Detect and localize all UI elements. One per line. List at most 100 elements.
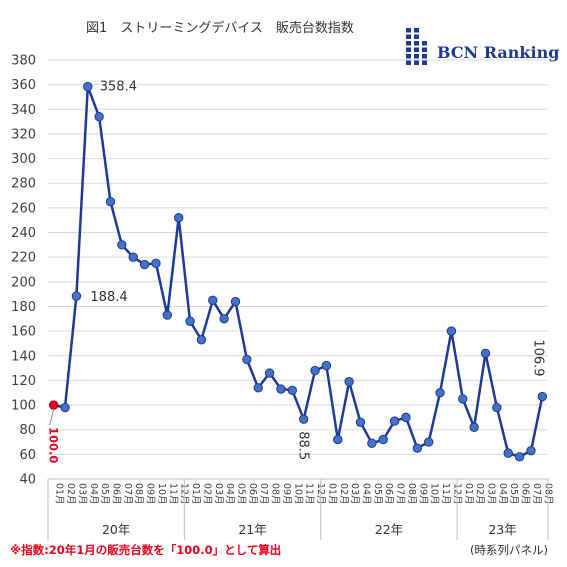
logo-block bbox=[414, 28, 419, 33]
y-axis: 40 60 80 100 120 140 160 180 200 220 240 260 280 300 3… bbox=[11, 54, 36, 488]
data-point bbox=[287, 385, 298, 395]
x-tick-label: 03月 bbox=[349, 483, 360, 505]
data-point bbox=[355, 417, 366, 428]
data-point bbox=[276, 384, 286, 394]
logo-text: BCN Ranking bbox=[437, 43, 559, 62]
x-tick-label: 06月 bbox=[520, 483, 531, 505]
y-tick-label: 60 bbox=[19, 448, 36, 463]
y-tick-label: 260 bbox=[11, 201, 36, 216]
logo-block bbox=[414, 47, 419, 52]
x-tick-label: 07月 bbox=[395, 483, 406, 505]
year-label: 21年 bbox=[238, 522, 266, 537]
x-tick-label: 07月 bbox=[122, 483, 133, 505]
data-point bbox=[446, 326, 457, 336]
series-path bbox=[53, 85, 544, 459]
gridlines bbox=[48, 59, 548, 455]
logo-block bbox=[414, 41, 419, 46]
data-label: 188.4 bbox=[90, 290, 127, 305]
x-tick-label: 05月 bbox=[236, 483, 247, 505]
y-tick-label: 340 bbox=[11, 103, 36, 118]
data-label: 100.0 bbox=[47, 427, 61, 463]
x-tick-label: 04月 bbox=[88, 483, 99, 505]
x-tick-label: 06月 bbox=[111, 483, 122, 505]
y-tick-label: 40 bbox=[19, 473, 36, 488]
x-tick-label: 06月 bbox=[383, 483, 394, 505]
data-point bbox=[503, 448, 513, 458]
data-point bbox=[162, 310, 173, 320]
x-tick-label: 11月 bbox=[304, 483, 315, 505]
data-point bbox=[526, 445, 536, 456]
x-tick-label: 04月 bbox=[361, 483, 372, 505]
x-tick-label: 04月 bbox=[497, 483, 508, 505]
y-tick-label: 100 bbox=[11, 399, 36, 414]
y-tick-label: 160 bbox=[11, 325, 36, 340]
data-point bbox=[298, 414, 309, 424]
data-point bbox=[423, 437, 434, 447]
logo-block bbox=[406, 41, 411, 46]
y-tick-label: 320 bbox=[11, 127, 36, 142]
logo-block bbox=[406, 34, 411, 39]
x-tick-label: 08月 bbox=[270, 483, 281, 505]
data-point bbox=[514, 452, 525, 462]
logo-block bbox=[406, 28, 411, 33]
data-point bbox=[321, 360, 332, 371]
x-tick-label: 03月 bbox=[76, 483, 87, 505]
y-tick-label: 280 bbox=[11, 177, 36, 192]
data-point bbox=[208, 295, 218, 306]
x-tick-label: 10月 bbox=[156, 483, 167, 505]
data-point bbox=[333, 434, 343, 445]
year-label: 23年 bbox=[488, 522, 516, 537]
x-tick-label: 09月 bbox=[145, 483, 156, 505]
y-tick-label: 300 bbox=[11, 152, 36, 167]
logo-block bbox=[406, 60, 411, 65]
y-tick-label: 140 bbox=[11, 349, 36, 364]
data-point bbox=[435, 388, 445, 398]
data-point bbox=[196, 335, 207, 345]
x-tick-label: 03月 bbox=[486, 483, 497, 505]
x-tick-label: 02月 bbox=[201, 483, 212, 505]
year-label: 22年 bbox=[375, 522, 403, 537]
data-point bbox=[253, 383, 263, 393]
data-point bbox=[185, 316, 195, 326]
data-label: 106.9 bbox=[530, 339, 545, 376]
data-point bbox=[83, 81, 93, 92]
x-tick-label: 01月 bbox=[54, 483, 65, 505]
logo-block bbox=[414, 34, 419, 39]
data-point bbox=[117, 240, 127, 250]
logo-block bbox=[422, 47, 427, 52]
x-tick-label: 07月 bbox=[531, 483, 542, 505]
data-point bbox=[412, 443, 423, 453]
y-tick-label: 120 bbox=[11, 374, 36, 389]
data-point bbox=[139, 259, 150, 270]
logo-block bbox=[414, 60, 419, 65]
y-tick-label: 180 bbox=[11, 300, 36, 315]
chart-title: 図1 ストリーミングデバイス 販売台数指数 bbox=[86, 20, 354, 36]
x-tick-label: 08月 bbox=[133, 483, 144, 505]
year-label: 20年 bbox=[102, 522, 130, 537]
data-point bbox=[94, 111, 104, 122]
x-tick-label: 08月 bbox=[406, 483, 417, 505]
data-point bbox=[71, 291, 82, 301]
data-label: 358.4 bbox=[100, 80, 137, 95]
data-point bbox=[242, 354, 252, 365]
series-line bbox=[48, 81, 548, 462]
x-tick-label: 11月 bbox=[440, 483, 451, 505]
y-tick-label: 220 bbox=[11, 251, 36, 266]
x-tick-label: 10月 bbox=[292, 483, 303, 505]
data-label: 88.5 bbox=[296, 431, 311, 460]
data-point bbox=[151, 258, 161, 269]
data-point bbox=[469, 422, 479, 432]
data-point bbox=[378, 434, 388, 445]
data-point bbox=[367, 438, 377, 448]
x-tick-label: 09月 bbox=[281, 483, 292, 505]
x-tick-label: 04月 bbox=[224, 483, 235, 505]
logo-block bbox=[422, 60, 427, 65]
y-tick-label: 380 bbox=[11, 54, 36, 69]
logo-block bbox=[414, 54, 419, 59]
data-point bbox=[492, 402, 502, 413]
x-tick-label: 09月 bbox=[417, 483, 428, 505]
x-tick-label: 05月 bbox=[372, 483, 383, 505]
data-point bbox=[105, 197, 116, 207]
x-tick-label: 01月 bbox=[326, 483, 337, 505]
